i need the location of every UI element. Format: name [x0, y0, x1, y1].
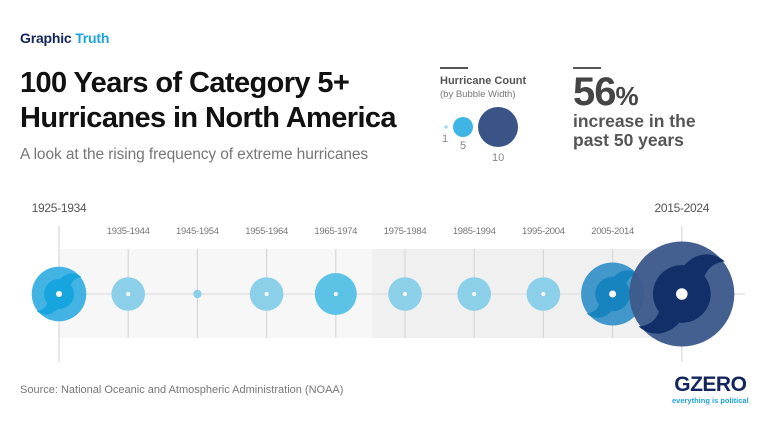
legend-bubble-5 [453, 117, 473, 137]
logo-brand: GZERO [674, 373, 747, 396]
legend-label-5: 5 [460, 140, 467, 152]
bubble-center-dot [541, 292, 546, 296]
bubble-center-dot [333, 292, 338, 296]
bubble-1945-1954 [193, 289, 202, 299]
gzero-logo: GZERO everything is political [672, 373, 749, 406]
period-label: 1945-1954 [176, 226, 219, 237]
bubble-chart: 1925-1934 1935-1944 1945-1954 1955-1964 1965… [32, 201, 745, 362]
period-label: 2015-2024 [654, 201, 709, 215]
legend-rule [440, 67, 468, 69]
stat-number: 56 [573, 70, 616, 114]
period-label: 1925-1934 [32, 201, 87, 215]
period-label: 2005-2014 [591, 226, 634, 237]
legend-bubbles [444, 107, 518, 147]
stat-unit: % [615, 81, 639, 111]
stat-text-line-2: past 50 years [573, 130, 684, 150]
period-label: 1965-1974 [314, 226, 357, 237]
period-label: 1955-1964 [245, 226, 288, 237]
stat-description: increase in the past 50 years [573, 112, 713, 150]
period-label: 1995-2004 [522, 226, 565, 237]
title-line-1: 100 Years of Category 5+ [20, 67, 350, 99]
bubble-center-dot [264, 292, 269, 296]
bubble-center-dot [126, 292, 131, 296]
stat-text-line-1: increase in the [573, 111, 696, 131]
bubble-center-dot [472, 292, 477, 296]
logo-tagline: everything is political [672, 396, 749, 405]
legend-bubble-10 [478, 107, 518, 147]
page-title: 100 Years of Category 5+ Hurricanes in N… [20, 66, 397, 136]
legend-bubble-1 [444, 125, 448, 129]
legend-label-1: 1 [442, 133, 449, 145]
kicker-graphic: Graphic [20, 30, 72, 46]
bubble-center-dot [609, 290, 617, 298]
period-label: 1975-1984 [384, 226, 427, 237]
stat-value: 56% [573, 70, 639, 115]
section-kicker: Graphic Truth [20, 30, 109, 46]
stat-rule [573, 67, 601, 69]
period-label: 1985-1994 [453, 226, 496, 237]
bubble-center-dot [676, 288, 688, 300]
period-label: 1935-1944 [107, 226, 150, 237]
kicker-truth: Truth [75, 30, 110, 46]
legend-subtitle: (by Bubble Width) [440, 89, 516, 100]
bubble-center-dot [403, 292, 407, 296]
legend-title: Hurricane Count [440, 75, 527, 87]
title-line-2: Hurricanes in North America [20, 102, 397, 134]
legend-label-10: 10 [492, 152, 505, 164]
page-subtitle: A look at the rising frequency of extrem… [20, 146, 369, 163]
source-note: Source: National Oceanic and Atmospheric… [20, 384, 344, 396]
bubble-center-dot [55, 290, 63, 298]
